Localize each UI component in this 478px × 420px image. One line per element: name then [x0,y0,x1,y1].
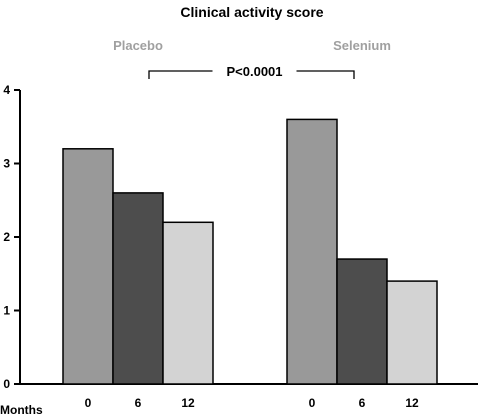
bracket-right [296,70,355,79]
labels-layer: 0 6 12 Placebo 0 6 12 Selenium [85,38,419,410]
bar-selenium-6 [336,258,388,385]
bar-placebo-12 [162,221,214,385]
x-tick-label: 12 [181,396,195,410]
y-tick-label: 4 [3,83,10,97]
x-tick-label: 6 [359,396,366,410]
y-axis: 0 1 2 3 4 [3,83,21,391]
bar-selenium-0 [286,118,338,385]
chart-title: Clinical activity score [180,4,323,20]
y-tick-label: 2 [3,230,10,244]
group-label-selenium: Selenium [333,38,391,53]
x-tick-label: 6 [135,396,142,410]
bar-placebo-0 [62,148,114,385]
y-tick-label: 3 [3,157,10,171]
x-tick-label: 0 [309,396,316,410]
bracket-left [148,70,213,79]
bar-placebo-6 [112,192,164,385]
group-label-placebo: Placebo [113,38,163,53]
x-tick-label: 12 [405,396,419,410]
x-axis-label: Months [0,403,43,417]
annotation-layer: P<0.0001 [148,64,355,79]
bar-selenium-12 [386,280,438,385]
y-tick-label: 1 [3,304,10,318]
p-value-annotation: P<0.0001 [226,64,282,79]
y-tick-label: 0 [3,377,10,391]
x-tick-label: 0 [85,396,92,410]
bars-layer [62,118,438,385]
